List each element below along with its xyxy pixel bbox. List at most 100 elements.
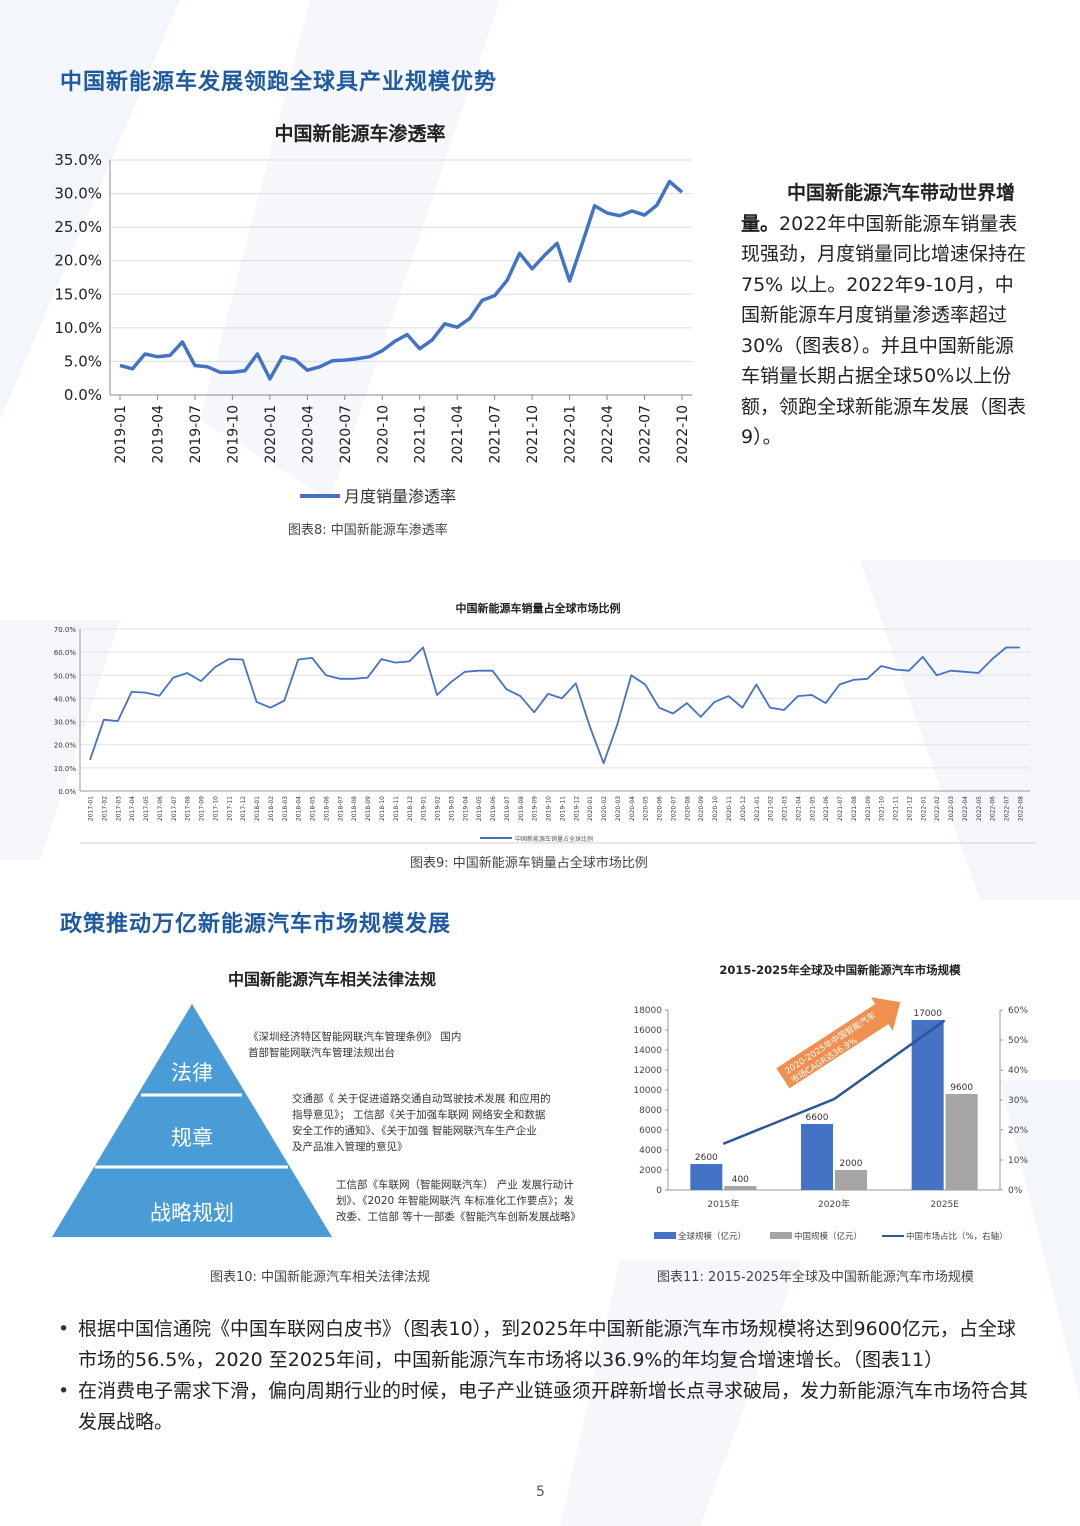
chart9-x-tick: 2018-07 xyxy=(337,796,344,821)
chart9-x-tick: 2019-07 xyxy=(504,796,511,821)
chart9-x-tick: 2017-01 xyxy=(88,796,95,821)
chart9-x-tick: 2022-02 xyxy=(934,796,941,821)
chart9-x-tick: 2018-08 xyxy=(351,796,358,821)
chart9-y-tick: 50.0% xyxy=(54,672,77,680)
chart8-x-tick: 2021-01 xyxy=(413,405,429,464)
chart9-x-tick: 2021-03 xyxy=(782,796,789,821)
chart9-x-tick: 2022-03 xyxy=(948,796,955,821)
chart11-x-tick: 2020年 xyxy=(818,1198,850,1210)
chart8-y-tick: 20.0% xyxy=(54,252,102,270)
pyramid-level-law: 法律 xyxy=(171,1061,213,1085)
chart9-x-tick: 2020-01 xyxy=(587,796,594,821)
chart9-x-tick: 2017-05 xyxy=(143,796,150,821)
chart9-x-tick: 2017-04 xyxy=(129,796,136,821)
chart11-y-tick: 12000 xyxy=(633,1066,662,1076)
chart8-y-tick: 10.0% xyxy=(54,319,102,337)
pyramid-note-strategy-line1: 工信部《车联网（智能网联汽车） 产业 发展行动计 xyxy=(336,1178,574,1191)
chart9-y-tick: 40.0% xyxy=(54,695,77,703)
chart9-x-tick: 2020-03 xyxy=(615,796,622,821)
chart9-x-tick: 2019-11 xyxy=(559,796,566,821)
chart9-x-axis: 2017-01 2017-02 2017-03 2017-04 2017-05 2017-… xyxy=(88,796,1025,821)
pyramid-note-law-line1: 《深圳经济特区智能网联汽车管理条例》 国内 xyxy=(248,1030,461,1043)
chart9-x-tick: 2021-04 xyxy=(795,796,802,821)
chart8-x-tick: 2019-04 xyxy=(150,405,166,464)
chart9-x-tick: 2021-01 xyxy=(754,796,761,821)
chart11-y-tick: 18000 xyxy=(633,1006,662,1016)
chart11-y-tick: 6000 xyxy=(639,1126,662,1136)
chart9-x-tick: 2019-09 xyxy=(532,796,539,821)
chart9-x-tick: 2017-08 xyxy=(185,796,192,821)
chart9-y-tick: 70.0% xyxy=(54,626,77,634)
chart9-x-tick: 2017-03 xyxy=(115,796,122,821)
chart11-bar-label-global: 2600 xyxy=(695,1153,718,1163)
chart9-x-tick: 2020-10 xyxy=(712,796,719,821)
chart11-y-tick: 8000 xyxy=(639,1106,662,1116)
chart9-x-tick: 2019-04 xyxy=(462,796,469,821)
chart8-y-tick: 35.0% xyxy=(54,151,102,169)
section-title-1: 中国新能源车发展领跑全球具产业规模优势 xyxy=(60,70,498,95)
chart11-bar-label-china: 9600 xyxy=(950,1083,973,1093)
chart8-x-tick: 2022-10 xyxy=(675,405,691,464)
chart9-x-tick: 2020-04 xyxy=(629,796,636,821)
chart9-series xyxy=(89,646,1020,765)
chart8-grid xyxy=(109,159,692,396)
chart11-x-tick: 2025E xyxy=(930,1200,959,1210)
chart9-x-tick: 2021-02 xyxy=(768,796,775,821)
chart11-y-tick: 14000 xyxy=(633,1046,662,1056)
chart9-x-tick: 2018-06 xyxy=(323,796,330,821)
chart9-y-tick: 20.0% xyxy=(54,742,77,750)
chart11-share-polyline xyxy=(722,1019,946,1145)
chart8-x-tick: 2021-10 xyxy=(525,405,541,464)
chart8-x-tick: 2022-07 xyxy=(638,405,654,464)
chart11-y2-tick: 0% xyxy=(1008,1186,1023,1196)
chart8-x-tick: 2020-04 xyxy=(300,405,316,464)
chart11-bar-label-china: 2000 xyxy=(840,1159,863,1169)
chart9-x-tick: 2018-04 xyxy=(296,796,303,821)
chart11-y-tick: 16000 xyxy=(633,1026,662,1036)
pyramid-note-rules-line4: 及产品准入管理的意见》 xyxy=(292,1140,408,1153)
chart9-series-line xyxy=(89,646,1020,765)
chart11-bar-china xyxy=(945,1094,978,1190)
chart11-bar-label-global: 6600 xyxy=(806,1113,829,1123)
chart11-legend-global-swatch xyxy=(654,1232,676,1239)
chart8-y-axis: 0.0% 5.0% 10.0% 15.0% 20.0% 25.0% 30.0% 35.0% xyxy=(54,151,102,404)
chart11-x-tick: 2015年 xyxy=(707,1198,739,1210)
chart9-legend-label: 中国新能源车销量占全球比例 xyxy=(515,835,593,843)
pyramid-title: 中国新能源汽车相关法律法规 xyxy=(228,970,436,989)
chart9-x-tick: 2021-11 xyxy=(893,796,900,821)
chart9-x-tick: 2017-06 xyxy=(157,796,164,821)
chart11-y2-tick: 40% xyxy=(1008,1066,1028,1076)
chart9-y-tick: 0.0% xyxy=(58,788,76,796)
chart8-x-axis: 2019-01 2019-04 2019-07 2019-10 2020-01 2020-… xyxy=(113,395,691,464)
pyramid-note-rules-line1: 交通部《 关于促进道路交通自动驾驶技术发展 和应用的 xyxy=(292,1092,551,1105)
chart8-y-tick: 0.0% xyxy=(64,386,102,404)
chart11-legend-line: 中国市场占比（%，右轴） xyxy=(906,1231,1008,1242)
chart9-x-tick: 2020-06 xyxy=(657,796,664,821)
chart8-x-tick: 2021-07 xyxy=(488,405,504,464)
chart9-x-tick: 2019-03 xyxy=(448,796,455,821)
chart9-x-tick: 2019-08 xyxy=(518,796,525,821)
chart9-x-tick: 2018-11 xyxy=(393,796,400,821)
pyramid-note-law-line2: 首部智能网联汽车管理法规出台 xyxy=(248,1046,395,1059)
chart9-x-tick: 2021-09 xyxy=(865,796,872,821)
chart9-x-tick: 2019-01 xyxy=(421,796,428,821)
chart8-legend-label: 月度销量渗透率 xyxy=(344,487,456,506)
chart8-x-tick: 2020-10 xyxy=(375,405,391,464)
chart11-y2-tick: 20% xyxy=(1008,1126,1028,1136)
chart8-penetration: 中国新能源车渗透率 0.0% 5.0% 10.0% 15.0% 20.0% 25.0% 30… xyxy=(54,122,692,506)
bullet-item-1: 根据中国信通院《中国车联网白皮书》（图表10），到2025年中国新能源汽车市场规… xyxy=(58,1314,1028,1376)
chart9-x-tick: 2020-12 xyxy=(740,796,747,821)
chart11-y2-tick: 10% xyxy=(1008,1156,1028,1166)
chart9-y-tick: 10.0% xyxy=(54,765,77,773)
chart9-x-tick: 2020-09 xyxy=(698,796,705,821)
chart9-x-tick: 2020-07 xyxy=(670,796,677,821)
chart8-y-tick: 30.0% xyxy=(54,185,102,203)
chart9-x-tick: 2018-12 xyxy=(407,796,414,821)
chart11-y-tick: 2000 xyxy=(639,1166,662,1176)
chart9-x-tick: 2022-08 xyxy=(1018,796,1025,821)
chart9-x-tick: 2019-12 xyxy=(573,796,580,821)
chart9-caption: 图表9: 中国新能源车销量占全球市场比例 xyxy=(410,856,648,871)
chart9-x-tick: 2017-09 xyxy=(199,796,206,821)
pyramid-level-rules: 规章 xyxy=(171,1126,213,1150)
chart9-x-tick: 2019-10 xyxy=(546,796,553,821)
